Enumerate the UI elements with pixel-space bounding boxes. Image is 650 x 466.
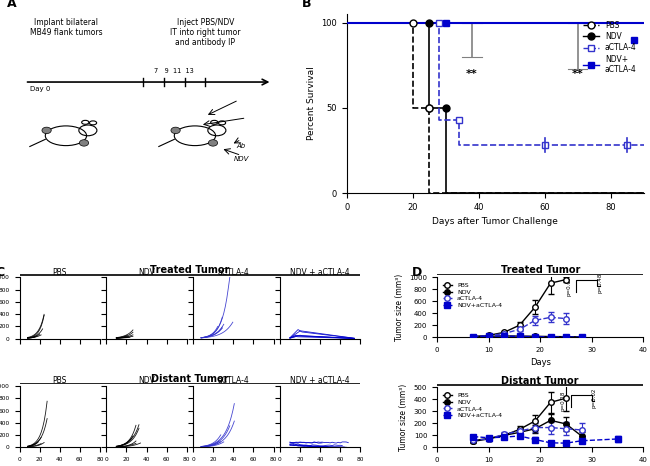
Title: aCTLA-4: aCTLA-4 (218, 267, 249, 276)
Title: aCTLA-4: aCTLA-4 (218, 377, 249, 385)
Title: NDV: NDV (138, 377, 155, 385)
Text: Distant Tumor: Distant Tumor (501, 376, 579, 386)
Text: **: ** (572, 69, 584, 79)
X-axis label: Days after Tumor Challenge: Days after Tumor Challenge (432, 217, 558, 226)
Y-axis label: Tumor size (mm³): Tumor size (mm³) (395, 274, 404, 341)
Legend: PBS, NDV, aCTLA-4, NDV+aCTLA-4: PBS, NDV, aCTLA-4, NDV+aCTLA-4 (440, 391, 504, 421)
Text: C: C (0, 266, 5, 279)
Text: **: ** (466, 69, 478, 79)
Text: p=0.07: p=0.07 (566, 276, 571, 296)
Text: Ab: Ab (237, 143, 246, 149)
Text: p=0.48: p=0.48 (597, 273, 602, 293)
Text: B: B (302, 0, 312, 10)
X-axis label: Days: Days (530, 358, 551, 367)
Title: PBS: PBS (53, 377, 67, 385)
Title: NDV: NDV (138, 267, 155, 276)
Y-axis label: Percent Survival: Percent Survival (307, 67, 316, 140)
Circle shape (79, 140, 88, 146)
Text: 7   9  11  13: 7 9 11 13 (155, 68, 194, 74)
Y-axis label: Tumor size (mm³): Tumor size (mm³) (399, 384, 408, 451)
Legend: PBS, NDV, aCTLA-4, NDV+
aCTLA-4: PBS, NDV, aCTLA-4, NDV+ aCTLA-4 (580, 18, 640, 77)
Text: Day 0: Day 0 (30, 86, 50, 92)
Circle shape (42, 127, 51, 134)
Circle shape (209, 140, 218, 146)
Text: Treated Tumor: Treated Tumor (500, 266, 580, 275)
Text: p=0.02: p=0.02 (592, 387, 597, 408)
Text: Implant bilateral
MB49 flank tumors: Implant bilateral MB49 flank tumors (30, 18, 102, 37)
Text: p=0.18: p=0.18 (561, 391, 566, 411)
Title: NDV + aCTLA-4: NDV + aCTLA-4 (291, 377, 350, 385)
Title: NDV + aCTLA-4: NDV + aCTLA-4 (291, 267, 350, 276)
Legend: PBS, NDV, aCTLA-4, NDV+aCTLA-4: PBS, NDV, aCTLA-4, NDV+aCTLA-4 (440, 280, 504, 310)
Text: NDV: NDV (234, 156, 249, 162)
Text: Distant Tumor: Distant Tumor (151, 374, 229, 384)
Text: Treated Tumor: Treated Tumor (150, 266, 229, 275)
Text: D: D (412, 266, 423, 279)
Title: PBS: PBS (53, 267, 67, 276)
Text: Inject PBS/NDV
IT into right tumor
and antibody IP: Inject PBS/NDV IT into right tumor and a… (170, 18, 240, 48)
Text: A: A (6, 0, 16, 10)
Circle shape (171, 127, 180, 134)
